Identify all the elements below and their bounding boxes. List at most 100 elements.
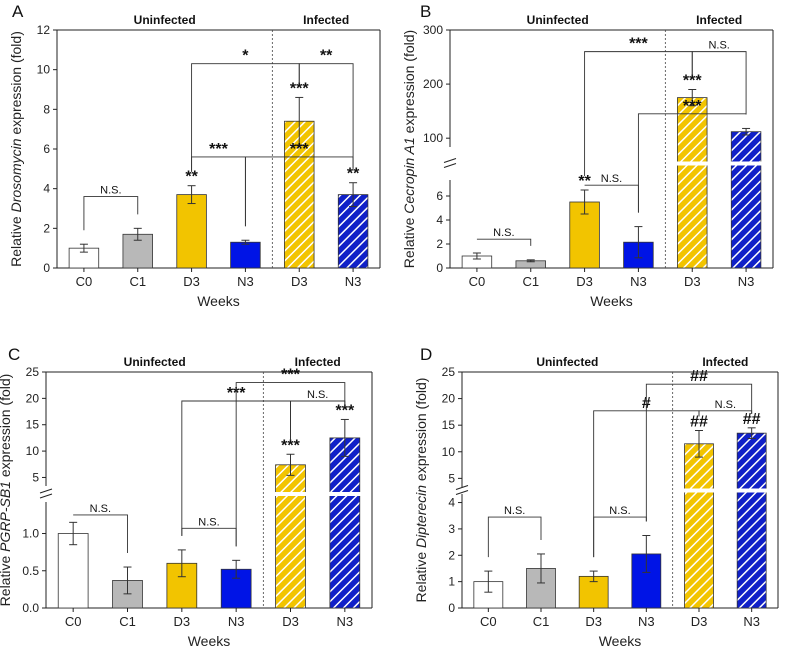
bar-d3-infected	[284, 120, 315, 269]
bar-significance-label: **	[347, 166, 360, 183]
y-tick-label: 4	[448, 496, 455, 510]
significance-bracket	[691, 51, 747, 115]
significance-bracket	[181, 527, 237, 547]
x-axis-title: Weeks	[188, 633, 231, 649]
significance-bracket	[235, 382, 346, 547]
bar-significance-label: ***	[335, 402, 354, 419]
bar-n3-infected	[730, 131, 762, 269]
y-tick-label: 4	[436, 213, 443, 227]
group-label-uninfected: Uninfected	[527, 13, 589, 27]
bracket-label: N.S.	[493, 227, 514, 239]
x-tick-label: D3	[585, 614, 602, 629]
significance-bracket	[83, 196, 139, 231]
y-axis-title-gene: Cecropin A1	[401, 137, 417, 214]
y-tick-label: 200	[423, 77, 443, 91]
bar-break-gap	[683, 488, 715, 493]
chart-panel-c: 0.0 0.5 1.0 5 10 15 20 25 Uninfected Infected C0 C1…	[0, 345, 373, 649]
bar-d3-infected	[275, 464, 306, 609]
x-tick-label: D3	[291, 274, 308, 289]
bar-n3	[230, 241, 261, 269]
x-tick-label: C1	[522, 274, 539, 289]
bracket-label: N.S.	[307, 389, 328, 401]
y-tick-label: 2	[436, 237, 443, 251]
group-label-infected: Infected	[295, 355, 341, 369]
y-tick-label: 3	[448, 522, 455, 536]
panel-letter: C	[8, 345, 20, 364]
y-tick-label: 20	[26, 391, 40, 405]
y-tick-label: 0	[43, 261, 50, 275]
x-axis-title: Weeks	[590, 293, 633, 309]
bracket-label: **	[320, 48, 333, 65]
x-tick-label: N3	[237, 274, 254, 289]
y-tick-label: 12	[37, 23, 51, 37]
bar-c0	[57, 533, 89, 609]
significance-bracket	[487, 516, 542, 558]
y-axis-title-gene: Drosomycin	[8, 138, 24, 212]
axis-break-gap	[40, 486, 52, 502]
bracket-label: N.S.	[715, 399, 736, 411]
bar-d3	[176, 194, 207, 269]
y-axis-title-gene: Dipterecin	[413, 485, 429, 548]
axis-break-mark	[443, 158, 457, 163]
panel-letter: A	[12, 2, 24, 21]
chart-panel-d: 0 1 2 3 4 5 10 15 20 25 Uninfected Infected C0 C1 D3 N3…	[413, 345, 779, 649]
x-tick-label: N3	[228, 614, 245, 629]
y-tick-label: 6	[43, 142, 50, 156]
x-tick-label: C0	[480, 614, 497, 629]
y-tick-label: 0	[448, 601, 455, 615]
axis-break-mark	[455, 490, 469, 495]
group-label-infected: Infected	[303, 13, 349, 27]
y-tick-label: 15	[26, 418, 40, 432]
y-tick-label: 10	[26, 444, 40, 458]
bar-break-gap	[328, 492, 361, 496]
x-axis-title: Weeks	[197, 293, 240, 309]
panel-letter: B	[420, 2, 431, 21]
x-tick-label: C1	[119, 614, 136, 629]
y-axis-title-pre: Relative	[413, 548, 429, 602]
x-tick-label: N3	[743, 614, 760, 629]
y-axis-title-pre: Relative	[0, 552, 13, 606]
y-tick-label: 2	[448, 548, 455, 562]
group-label-infected: Infected	[702, 355, 748, 369]
y-tick-label: 0	[436, 261, 443, 275]
bracket-label: N.S.	[609, 505, 630, 517]
group-label-infected: Infected	[696, 13, 742, 27]
significance-bracket	[191, 63, 300, 172]
axis-break-mark	[39, 493, 53, 499]
significance-bracket	[73, 514, 128, 554]
x-tick-label: C0	[65, 614, 82, 629]
bar-n3-infected	[736, 432, 767, 609]
group-label-uninfected: Uninfected	[536, 355, 598, 369]
significance-bracket	[298, 63, 354, 169]
y-tick-label: 1	[448, 575, 455, 589]
x-tick-label: C0	[76, 274, 93, 289]
bracket-label: N.S.	[504, 505, 525, 517]
x-tick-label: N3	[738, 274, 755, 289]
group-label-uninfected: Uninfected	[124, 355, 186, 369]
y-axis-title-gene: PGRP-SB1	[0, 481, 13, 552]
axis-break-gap	[456, 487, 468, 494]
y-tick-label: 1.0	[22, 527, 39, 541]
y-tick-label: 0.0	[22, 601, 39, 615]
x-tick-label: D3	[576, 274, 593, 289]
x-tick-label: D3	[282, 614, 299, 629]
x-tick-label: N3	[337, 614, 354, 629]
y-tick-label: 8	[43, 102, 50, 116]
y-tick-label: 2	[43, 221, 50, 235]
axis-break-gap	[444, 147, 456, 180]
bracket-label: ***	[683, 98, 702, 115]
y-axis-title-post: expression (fold)	[413, 378, 429, 485]
x-tick-label: N3	[630, 274, 647, 289]
bar-d3-infected	[684, 443, 714, 609]
y-axis-title-post: expression (fold)	[0, 374, 13, 481]
x-tick-label: D3	[174, 614, 191, 629]
y-tick-label: 100	[423, 131, 443, 145]
bar-break-gap	[730, 161, 762, 166]
x-tick-label: N3	[638, 614, 655, 629]
y-axis-title-pre: Relative	[401, 214, 417, 268]
y-axis-title: Relative Dipterecin expression (fold)	[413, 378, 429, 603]
x-tick-label: C1	[129, 274, 146, 289]
axis-break-mark	[455, 485, 469, 490]
